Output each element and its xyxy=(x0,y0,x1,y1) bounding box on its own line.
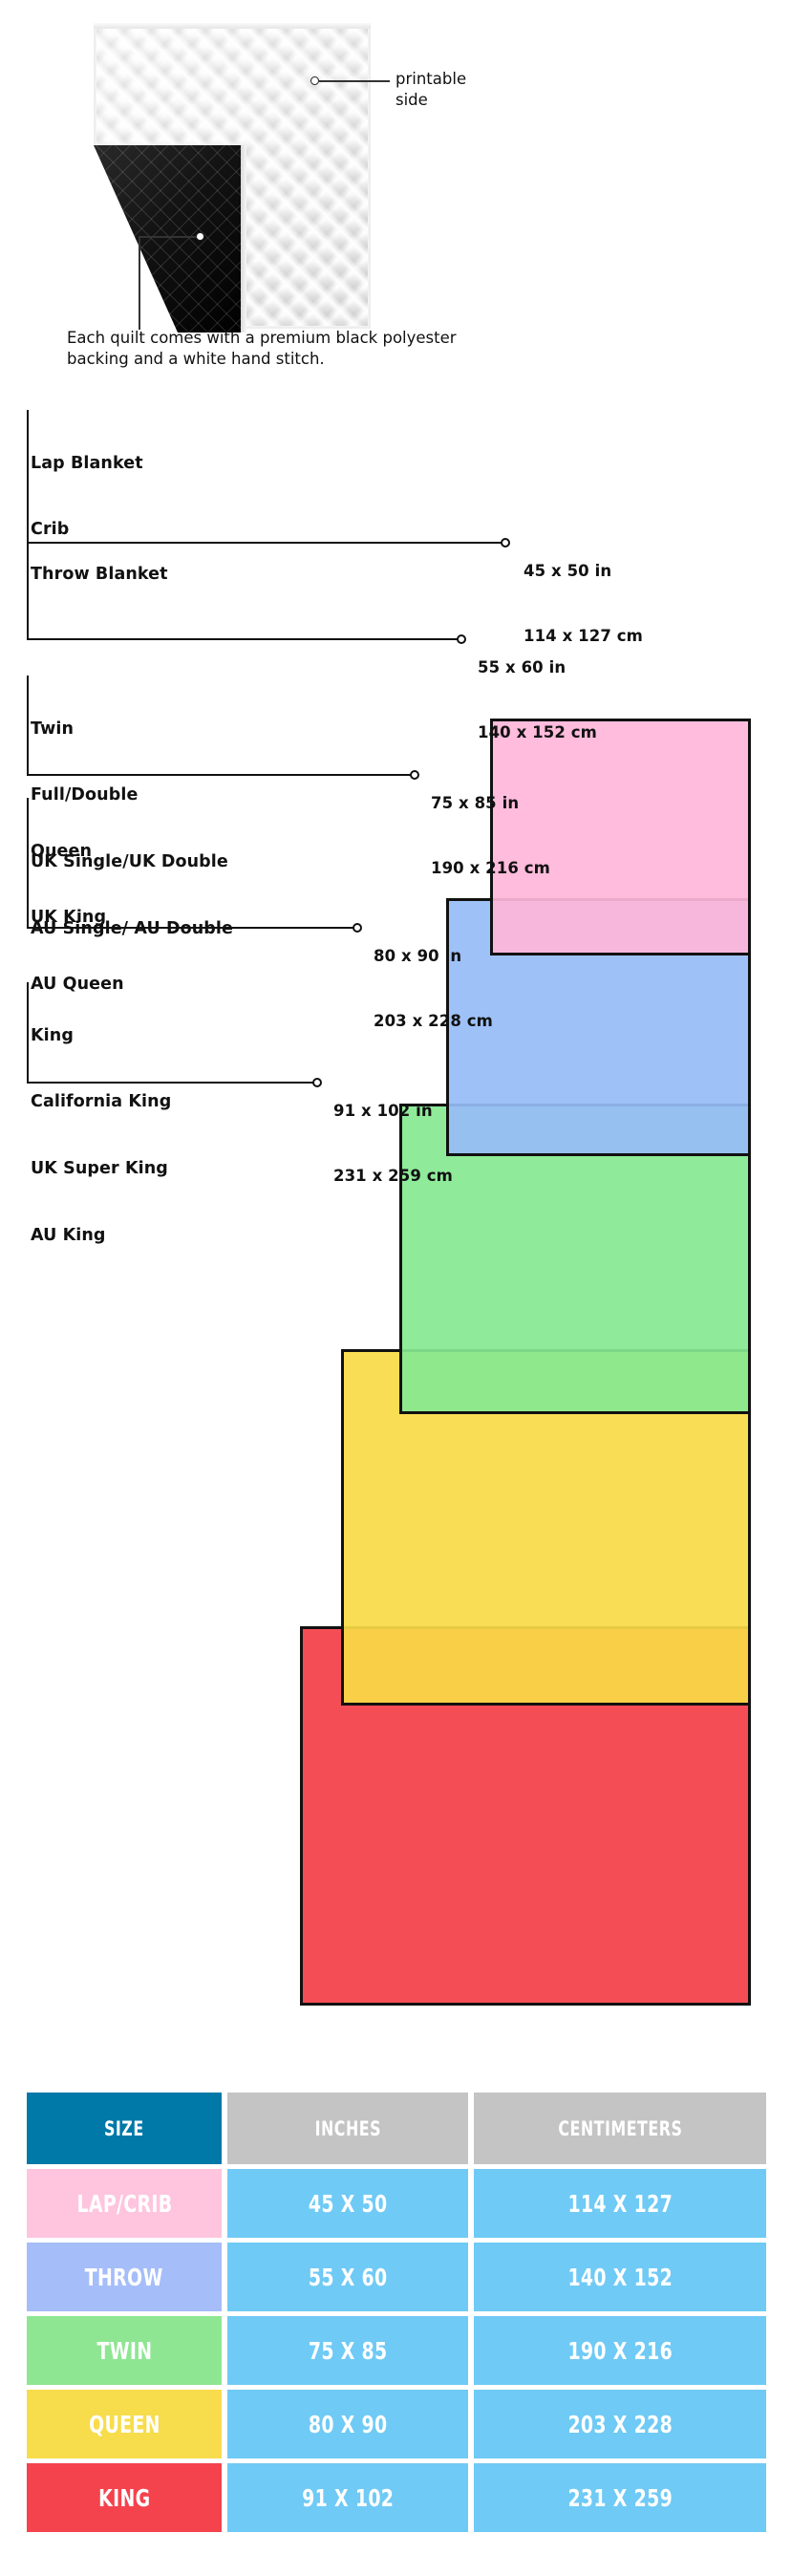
leader-dot-queen xyxy=(353,923,362,933)
dimension-throw-inches: 55 x 60 in xyxy=(478,657,567,676)
dimension-lap-crib-cm: 114 x 127 cm xyxy=(524,626,643,645)
dimension-queen-inches: 80 x 90 in xyxy=(374,946,462,965)
quilt-caption: Each quilt comes with a premium black po… xyxy=(67,328,457,371)
leader-vertical-lap-crib xyxy=(27,410,29,543)
quilt-fold-edge xyxy=(241,145,246,333)
table-header-inches: INCHES xyxy=(227,2093,468,2164)
dimension-throw: 55 x 60 in 140 x 152 cm xyxy=(478,613,597,787)
leader-dot-twin xyxy=(410,770,419,780)
group-label-twin-line1: Twin xyxy=(31,719,75,739)
quilt-top-edge xyxy=(94,23,371,29)
group-label-queen-line2: UK King xyxy=(31,908,107,928)
group-label-queen-line3: AU Queen xyxy=(31,975,124,995)
group-label-lap-crib-line2: Crib xyxy=(31,520,70,540)
size-comparison-diagram: Lap Blanket Crib 45 x 50 in 114 x 127 cm… xyxy=(0,397,791,2021)
printable-side-marker-dot xyxy=(310,76,319,85)
dimension-king: 91 x 102 in 231 x 259 cm xyxy=(333,1057,453,1231)
table-cell-centimeters: 231 X 259 xyxy=(474,2463,766,2532)
dimension-king-cm: 231 x 259 cm xyxy=(333,1166,453,1185)
printable-side-label-line1: printable xyxy=(396,70,467,88)
table-cell-centimeters: 140 X 152 xyxy=(474,2243,766,2311)
leader-vertical-twin xyxy=(27,676,29,775)
dimension-lap-crib-inches: 45 x 50 in xyxy=(524,561,612,580)
table-cell-inches: 55 X 60 xyxy=(227,2243,468,2311)
table-cell-inches: 91 X 102 xyxy=(227,2463,468,2532)
table-cell-centimeters: 203 X 228 xyxy=(474,2390,766,2458)
dimension-lap-crib: 45 x 50 in 114 x 127 cm xyxy=(524,517,643,691)
leader-horizontal-lap-crib xyxy=(27,542,502,544)
dimension-twin-inches: 75 x 85 in xyxy=(431,793,520,812)
table-cell-inches: 75 X 85 xyxy=(227,2316,468,2385)
leader-vertical-throw xyxy=(27,521,29,639)
leader-dot-lap-crib xyxy=(501,538,510,547)
quilt-caption-line1: Each quilt comes with a premium black po… xyxy=(67,329,457,347)
dimension-twin-cm: 190 x 216 cm xyxy=(431,858,550,877)
black-backing-leader-line-v xyxy=(139,236,140,330)
group-label-throw-line1: Throw Blanket xyxy=(31,564,168,584)
group-label-lap-crib: Lap Blanket Crib xyxy=(31,408,143,586)
group-label-king-line1: King xyxy=(31,1025,74,1045)
table-row: LAP/CRIB xyxy=(27,2169,222,2238)
leader-horizontal-king xyxy=(27,1082,313,1084)
dimension-throw-cm: 140 x 152 cm xyxy=(478,722,597,741)
group-label-king-line3: UK Super King xyxy=(31,1159,168,1179)
table-row: TWIN xyxy=(27,2316,222,2385)
size-rect-lapcrib xyxy=(490,719,751,955)
table-header-size: SIZE xyxy=(27,2093,222,2164)
table-cell-inches: 45 X 50 xyxy=(227,2169,468,2238)
table-row: QUEEN xyxy=(27,2390,222,2458)
group-label-king: King California King UK Super King AU Ki… xyxy=(31,980,171,1292)
group-label-king-line2: California King xyxy=(31,1092,172,1112)
group-label-twin-line3: UK Single/UK Double xyxy=(31,852,228,872)
dimension-king-inches: 91 x 102 in xyxy=(333,1101,433,1120)
group-label-lap-crib-line1: Lap Blanket xyxy=(31,453,143,473)
group-label-king-line4: AU King xyxy=(31,1225,106,1245)
printable-side-label-line2: side xyxy=(396,91,428,110)
leader-vertical-king xyxy=(27,982,29,1083)
group-label-throw: Throw Blanket xyxy=(31,519,168,630)
group-label-queen: Queen UK King AU Queen xyxy=(31,796,124,1041)
black-backing-marker-dot xyxy=(196,232,204,241)
dimension-queen: 80 x 90 in 203 x 228 cm xyxy=(374,902,493,1076)
size-table: SIZE INCHES CENTIMETERS LAP/CRIB 45 X 50… xyxy=(0,2083,791,2551)
leader-horizontal-queen xyxy=(27,927,353,929)
leader-vertical-queen xyxy=(27,798,29,928)
group-label-queen-line1: Queen xyxy=(31,841,93,861)
table-cell-centimeters: 114 X 127 xyxy=(474,2169,766,2238)
table-cell-inches: 80 X 90 xyxy=(227,2390,468,2458)
printable-side-label: printable side xyxy=(396,69,466,112)
table-cell-centimeters: 190 X 216 xyxy=(474,2316,766,2385)
leader-horizontal-throw xyxy=(27,638,458,640)
leader-horizontal-twin xyxy=(27,774,411,776)
dimension-queen-cm: 203 x 228 cm xyxy=(374,1011,493,1030)
quilt-caption-line2: backing and a white hand stitch. xyxy=(67,350,325,369)
table-row: THROW xyxy=(27,2243,222,2311)
leader-dot-king xyxy=(312,1078,322,1087)
leader-dot-throw xyxy=(457,634,466,644)
group-label-twin-line2: Full/Double xyxy=(31,785,139,805)
black-backing-leader-line-h xyxy=(139,236,197,238)
quilt-hero-section: printable side Each quilt comes with a p… xyxy=(0,0,791,397)
table-row: KING xyxy=(27,2463,222,2532)
quilt-illustration xyxy=(92,23,371,333)
printable-side-leader-line xyxy=(319,80,390,82)
dimension-twin: 75 x 85 in 190 x 216 cm xyxy=(431,749,550,923)
table-header-centimeters: CENTIMETERS xyxy=(474,2093,766,2164)
